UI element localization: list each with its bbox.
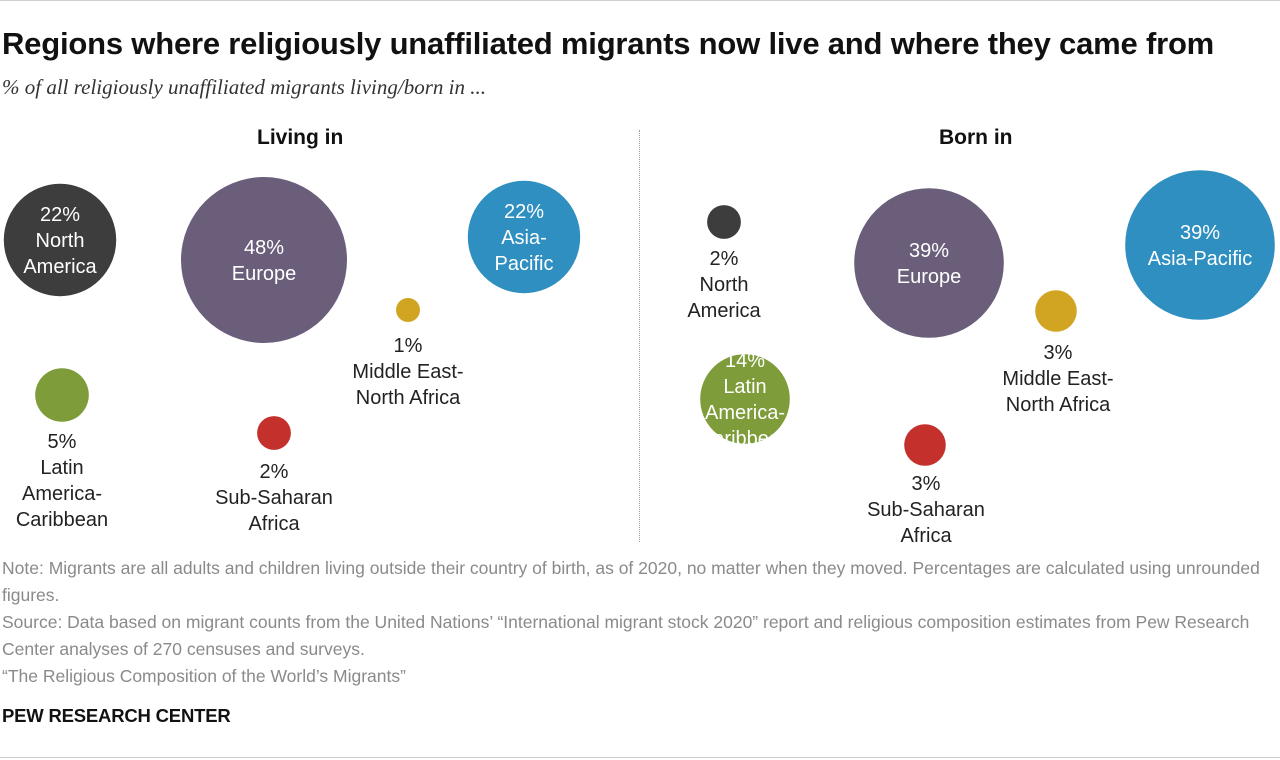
region-label-born-in-middle-east-north-africa: Middle East-: [1002, 368, 1113, 390]
region-label-living-in-latin-america-caribbean: America-: [22, 483, 102, 505]
value-label-living-in-sub-saharan-africa: 2%: [260, 461, 289, 483]
region-label-born-in-latin-america-caribbean: Caribbean: [699, 428, 791, 450]
bubble-born-in-north-america: [707, 205, 741, 239]
region-label-born-in-latin-america-caribbean: America-: [705, 402, 785, 424]
region-label-living-in-europe: Europe: [232, 263, 297, 285]
report-title: “The Religious Composition of the World’…: [2, 666, 406, 686]
region-label-living-in-asia-pacific: Pacific: [495, 253, 554, 275]
region-label-born-in-europe: Europe: [897, 266, 962, 288]
region-label-living-in-sub-saharan-africa: Africa: [248, 513, 300, 535]
region-label-born-in-latin-america-caribbean: Latin: [723, 376, 766, 398]
bubble-born-in-asia-pacific: [1125, 170, 1275, 320]
bubble-born-in-middle-east-north-africa: [1035, 290, 1077, 332]
bubble-born-in-latin-america-caribbean: [700, 354, 790, 444]
bubble-living-in-middle-east-north-africa: [396, 298, 420, 322]
bubble-born-in-europe: [854, 188, 1004, 338]
value-label-living-in-europe: 48%: [244, 237, 284, 259]
region-label-living-in-latin-america-caribbean: Caribbean: [16, 509, 108, 531]
bubble-chart: 22%NorthAmerica48%Europe22%Asia-Pacific1…: [3, 170, 1275, 547]
value-label-living-in-north-america: 22%: [40, 204, 80, 226]
value-label-born-in-europe: 39%: [909, 240, 949, 262]
bubble-living-in-europe: [181, 177, 347, 343]
note-text: Note: Migrants are all adults and childr…: [2, 558, 1260, 605]
panel-divider: [639, 130, 640, 542]
bubble-living-in-north-america: [3, 183, 117, 297]
region-label-born-in-north-america: North: [700, 274, 749, 296]
bubble-living-in-sub-saharan-africa: [257, 416, 291, 450]
value-label-born-in-middle-east-north-africa: 3%: [1044, 342, 1073, 364]
bottom-rule: [0, 757, 1280, 758]
value-label-born-in-asia-pacific: 39%: [1180, 222, 1220, 244]
source-text: Source: Data based on migrant counts fro…: [2, 612, 1250, 659]
chart-subtitle: % of all religiously unaffiliated migran…: [2, 75, 486, 99]
region-label-living-in-latin-america-caribbean: Latin: [40, 457, 83, 479]
bubble-born-in-sub-saharan-africa: [904, 424, 946, 466]
top-rule: [0, 0, 1280, 1]
bubble-living-in-latin-america-caribbean: [35, 368, 89, 422]
value-label-born-in-latin-america-caribbean: 14%: [725, 350, 765, 372]
value-label-born-in-north-america: 2%: [710, 248, 739, 270]
panel-title-born-in: Born in: [939, 126, 1013, 149]
region-label-living-in-sub-saharan-africa: Sub-Saharan: [215, 487, 333, 509]
brand-logo-text: PEW RESEARCH CENTER: [2, 705, 231, 726]
value-label-living-in-latin-america-caribbean: 5%: [48, 431, 77, 453]
region-label-born-in-sub-saharan-africa: Africa: [900, 525, 952, 547]
region-label-born-in-sub-saharan-africa: Sub-Saharan: [867, 499, 985, 521]
region-label-living-in-north-america: North: [36, 230, 85, 252]
region-label-living-in-middle-east-north-africa: Middle East-: [352, 361, 463, 383]
bubble-living-in-asia-pacific: [467, 180, 581, 294]
region-label-living-in-asia-pacific: Asia-: [501, 227, 547, 249]
chart-title: Regions where religiously unaffiliated m…: [2, 26, 1215, 61]
panel-title-living-in: Living in: [257, 126, 344, 149]
region-label-born-in-asia-pacific: Asia-Pacific: [1148, 248, 1252, 270]
region-label-living-in-middle-east-north-africa: North Africa: [356, 387, 461, 409]
value-label-born-in-sub-saharan-africa: 3%: [912, 473, 941, 495]
region-label-born-in-north-america: America: [687, 300, 761, 322]
value-label-living-in-middle-east-north-africa: 1%: [394, 335, 423, 357]
value-label-living-in-asia-pacific: 22%: [504, 201, 544, 223]
region-label-living-in-north-america: America: [23, 256, 97, 278]
region-label-born-in-middle-east-north-africa: North Africa: [1006, 394, 1111, 416]
